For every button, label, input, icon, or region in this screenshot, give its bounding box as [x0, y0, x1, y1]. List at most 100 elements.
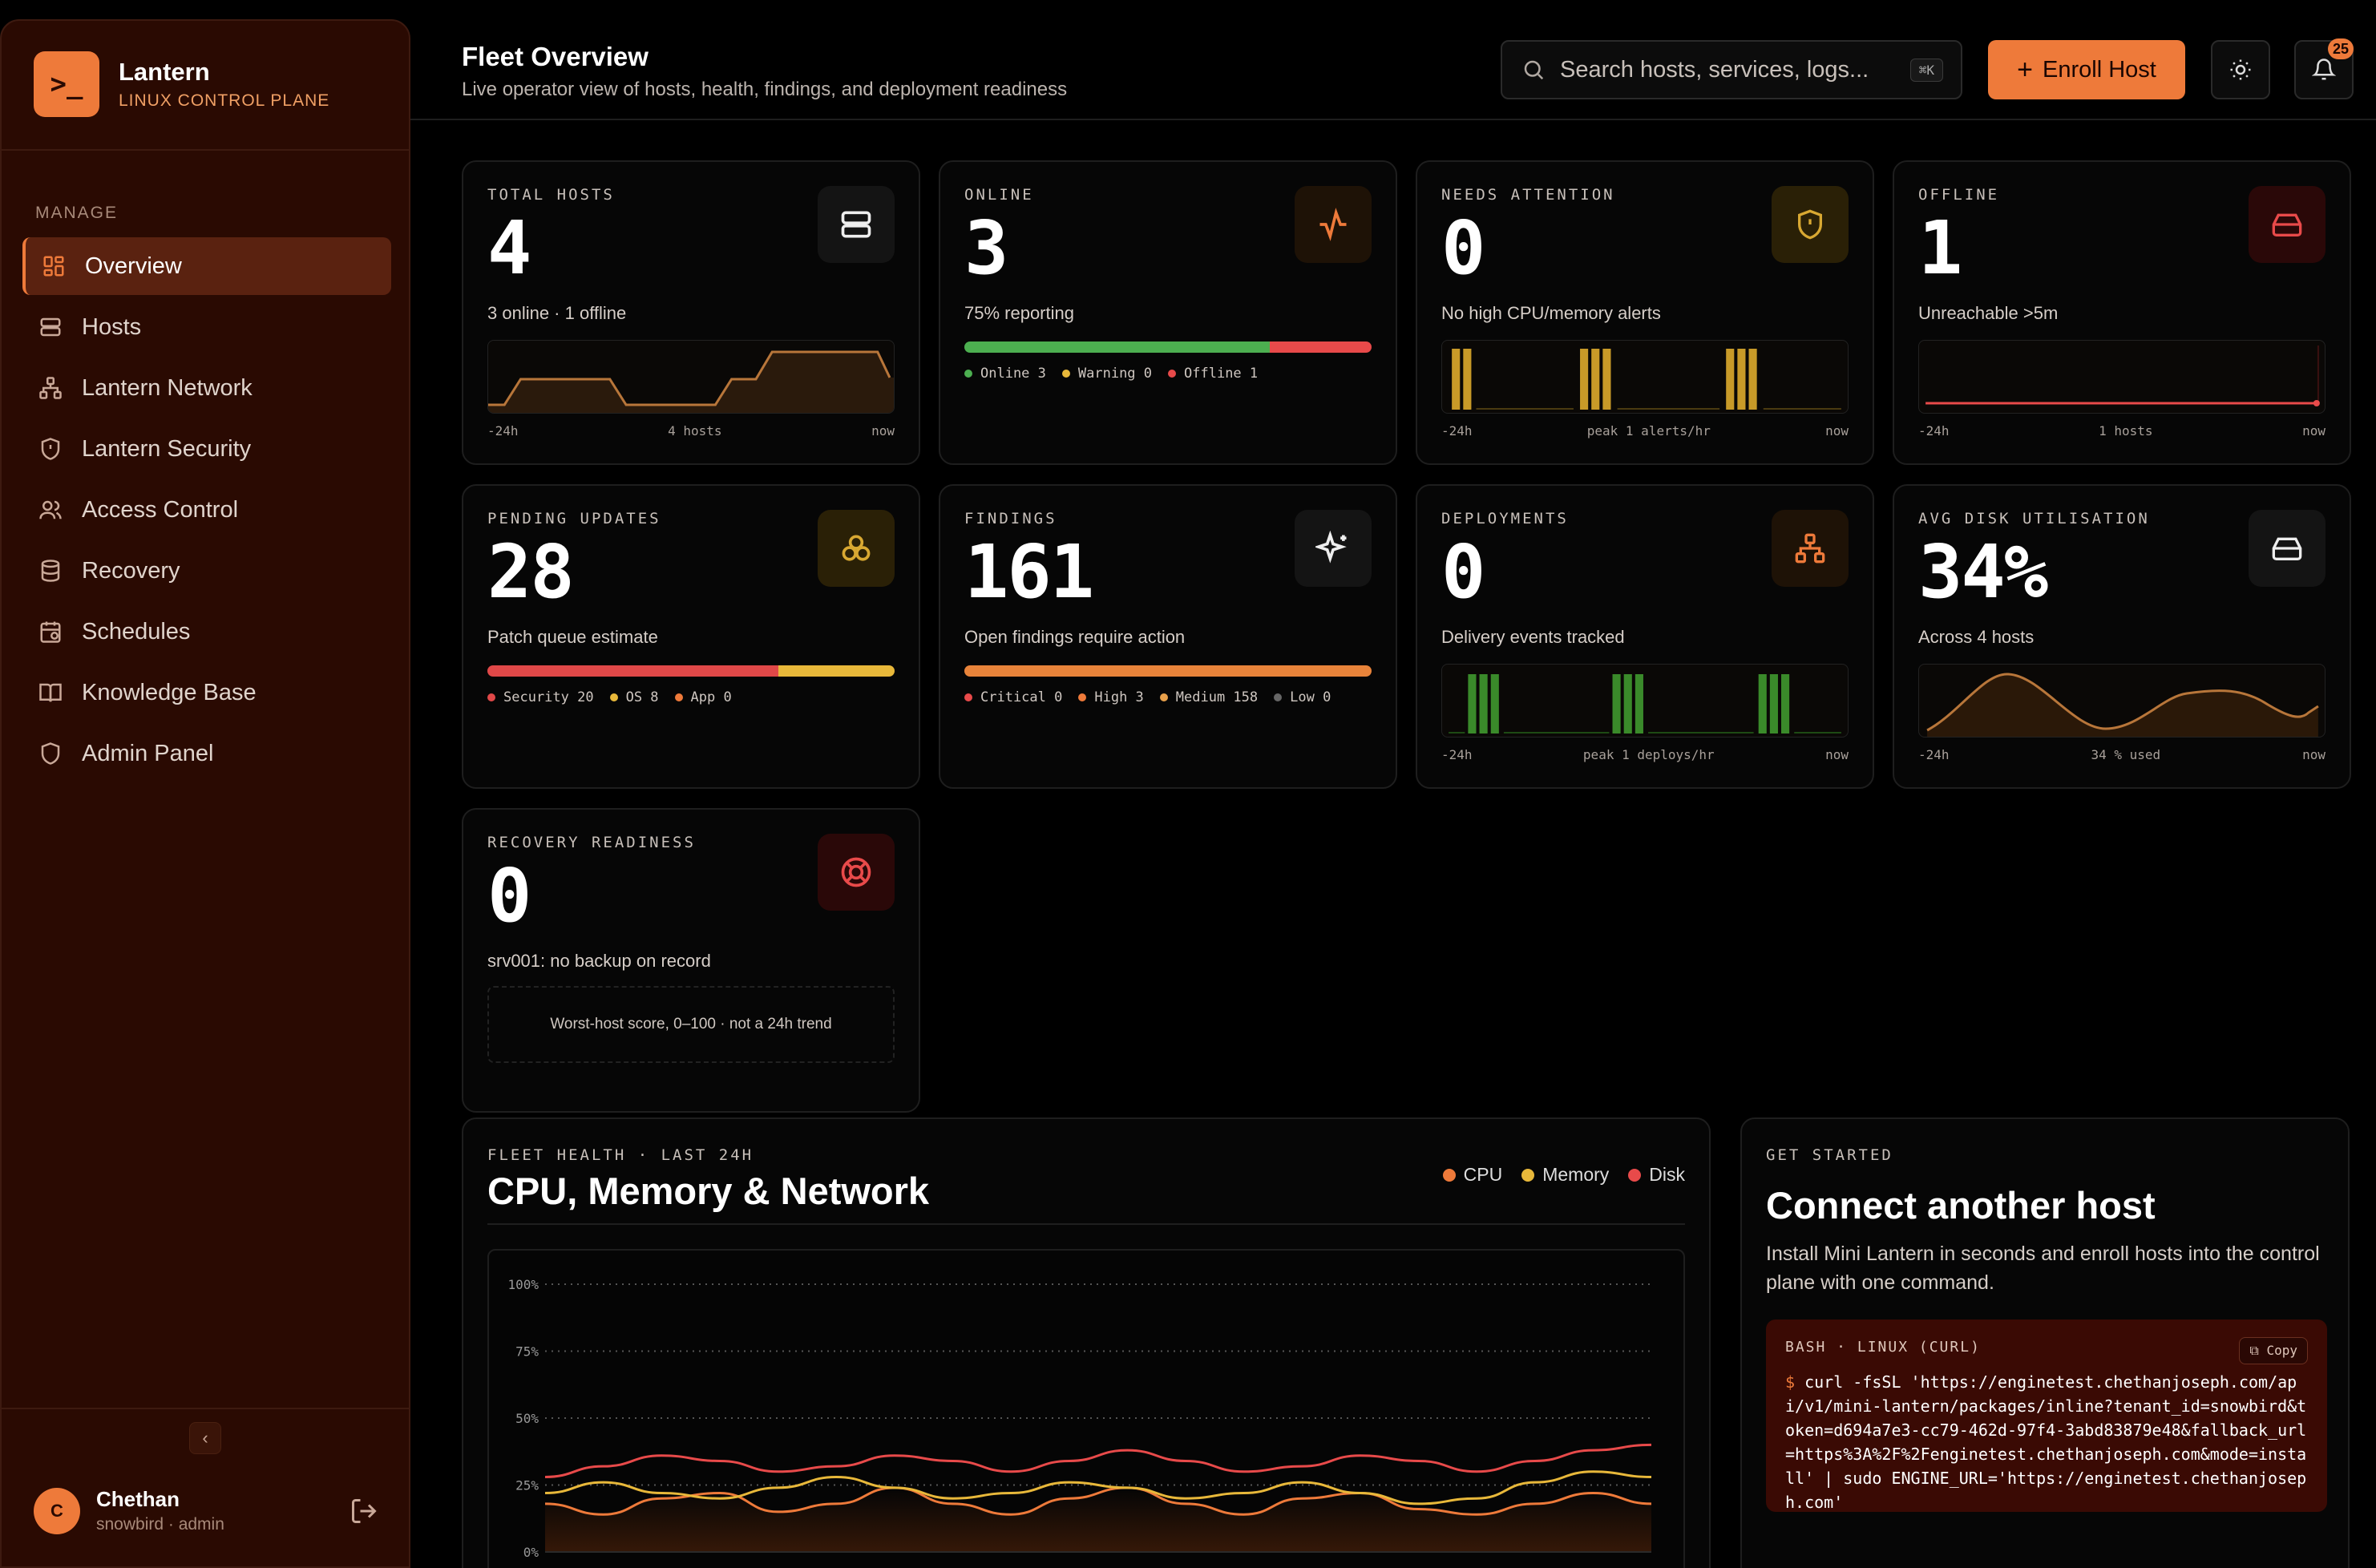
- card-label: PENDING UPDATES: [487, 510, 661, 527]
- card-deployments[interactable]: DEPLOYMENTS 0 Delivery events tracked -2…: [1416, 484, 1874, 789]
- card-online[interactable]: ONLINE 3 75% reporting Online 3 Warning …: [939, 160, 1397, 465]
- sidebar-item-knowledge-base[interactable]: Knowledge Base: [22, 664, 391, 721]
- legend-cpu[interactable]: CPU: [1442, 1164, 1502, 1186]
- axis-end: now: [2302, 423, 2325, 438]
- legend-os: OS 8: [625, 689, 659, 705]
- sparkline-axis: -24h 34 % used now: [1918, 747, 2325, 762]
- panel-title: CPU, Memory & Network: [487, 1170, 930, 1212]
- card-avg-disk[interactable]: AVG DISK UTILISATION 34% Across 4 hosts …: [1893, 484, 2351, 789]
- enroll-host-button[interactable]: + Enroll Host: [1988, 40, 2185, 99]
- sidebar-item-access-control[interactable]: Access Control: [22, 481, 391, 539]
- bar-segment-medium: [972, 665, 1372, 677]
- legend-offline: Offline 1: [1184, 366, 1259, 382]
- axis-end: now: [1825, 423, 1849, 438]
- lifebuoy-icon: [818, 834, 895, 911]
- card-label: AVG DISK UTILISATION: [1918, 510, 2150, 527]
- card-label: NEEDS ATTENTION: [1441, 186, 1615, 204]
- axis-mid: 4 hosts: [668, 423, 722, 438]
- brand[interactable]: >_ Lantern LINUX CONTROL PLANE: [34, 51, 329, 117]
- y-tick-label: 0%: [523, 1545, 539, 1560]
- activity-icon: [1295, 186, 1372, 263]
- sidebar-item-label: Access Control: [82, 496, 239, 523]
- sparkline-offline: [1918, 340, 2325, 414]
- card-value: 28: [487, 529, 575, 615]
- sparkline-needs-attention: [1441, 340, 1849, 414]
- sidebar-item-lantern-network[interactable]: Lantern Network: [22, 359, 391, 417]
- user-profile[interactable]: C Chethan snowbird · admin: [34, 1487, 378, 1534]
- card-findings[interactable]: FINDINGS 161 Open findings require actio…: [939, 484, 1397, 789]
- users-icon: [39, 500, 62, 519]
- network-icon: [1772, 510, 1849, 587]
- card-needs-attention[interactable]: NEEDS ATTENTION 0 No high CPU/memory ale…: [1416, 160, 1874, 465]
- shortcut-hint: ⌘K: [1909, 58, 1943, 82]
- card-offline[interactable]: OFFLINE 1 Unreachable >5m -24h 1 hosts n…: [1893, 160, 2351, 465]
- notifications-button[interactable]: 25: [2294, 38, 2354, 99]
- database-icon: [41, 560, 60, 582]
- sidebar-item-hosts[interactable]: Hosts: [22, 298, 391, 356]
- install-command: $ curl -fsSL 'https://enginetest.chethan…: [1785, 1370, 2308, 1512]
- shield-icon: [41, 438, 60, 460]
- legend-low: Low 0: [1290, 689, 1331, 705]
- brand-subtitle: LINUX CONTROL PLANE: [119, 91, 330, 110]
- card-recovery-readiness[interactable]: RECOVERY READINESS 0 srv001: no backup o…: [462, 808, 920, 1113]
- command-text: curl -fsSL 'https://enginetest.chethanjo…: [1785, 1372, 2307, 1512]
- card-desc: Across 4 hosts: [1918, 627, 2035, 647]
- sparkline-total-hosts: [487, 340, 895, 414]
- axis-end: now: [2302, 747, 2325, 762]
- card-desc: 75% reporting: [964, 303, 1074, 323]
- updates-bar: [487, 665, 895, 677]
- card-total-hosts[interactable]: TOTAL HOSTS 4 3 online · 1 offline -24h …: [462, 160, 920, 465]
- sidebar-item-recovery[interactable]: Recovery: [22, 542, 391, 600]
- card-value: 1: [1918, 205, 1962, 291]
- page-subtitle: Live operator view of hosts, health, fin…: [462, 79, 1068, 100]
- series-area: [545, 1487, 1651, 1552]
- bar-segment-online: [964, 341, 1270, 353]
- sun-icon: [2230, 59, 2251, 80]
- get-started-desc: Install Mini Lantern in seconds and enro…: [1766, 1243, 2320, 1295]
- theme-toggle-button[interactable]: [2211, 40, 2270, 99]
- collapse-sidebar-button[interactable]: ‹: [189, 1422, 221, 1454]
- panel-label: FLEET HEALTH · LAST 24H: [487, 1146, 754, 1164]
- page-header: Fleet Overview Live operator view of hos…: [410, 0, 2376, 120]
- axis-end: now: [1825, 747, 1849, 762]
- status-bar: [964, 341, 1372, 353]
- sparkline-axis: -24h peak 1 deploys/hr now: [1441, 747, 1849, 762]
- panel-title: Connect another host: [1766, 1184, 2156, 1227]
- sidebar-item-lantern-security[interactable]: Lantern Security: [22, 420, 391, 478]
- card-label: RECOVERY READINESS: [487, 834, 696, 851]
- legend-memory[interactable]: Memory: [1521, 1164, 1609, 1186]
- card-desc: srv001: no backup on record: [487, 951, 711, 971]
- sidebar-item-admin-panel[interactable]: Admin Panel: [22, 725, 391, 782]
- bar-segment-os: [778, 665, 895, 677]
- network-icon: [39, 377, 62, 399]
- logout-icon[interactable]: [350, 1497, 378, 1526]
- card-desc: Patch queue estimate: [487, 627, 658, 647]
- copy-button[interactable]: ⧉ Copy: [2239, 1337, 2308, 1364]
- legend-high: High 3: [1094, 689, 1144, 705]
- sidebar-item-label: Overview: [85, 253, 182, 279]
- card-label: OFFLINE: [1918, 186, 2000, 204]
- sidebar-item-schedules[interactable]: Schedules: [22, 603, 391, 661]
- shield-alert-icon: [1772, 186, 1849, 263]
- hard-drive-icon: [2249, 186, 2325, 263]
- brand-logo: >_: [34, 51, 99, 117]
- card-value: 0: [1441, 205, 1485, 291]
- legend-disk[interactable]: Disk: [1628, 1164, 1685, 1186]
- axis-mid: peak 1 alerts/hr: [1586, 423, 1711, 438]
- sidebar-item-overview[interactable]: Overview: [22, 237, 391, 295]
- card-desc: Open findings require action: [964, 627, 1186, 647]
- chart-legend: CPU Memory Disk: [1424, 1164, 1685, 1186]
- sidebar-item-label: Lantern Security: [82, 435, 252, 462]
- sparkline-axis: -24h peak 1 alerts/hr now: [1441, 423, 1849, 438]
- search-input[interactable]: Search hosts, services, logs... ⌘K: [1501, 40, 1962, 99]
- card-pending-updates[interactable]: PENDING UPDATES 28 Patch queue estimate …: [462, 484, 920, 789]
- sparkline-axis: -24h 1 hosts now: [1918, 423, 2325, 438]
- axis-mid: peak 1 deploys/hr: [1582, 747, 1715, 762]
- chevron-left-icon: ‹: [202, 1428, 208, 1448]
- shield-outline-icon: [41, 742, 60, 765]
- series-line-memory: [544, 1470, 1652, 1505]
- install-command-block[interactable]: BASH · LINUX (CURL) ⧉ Copy $ curl -fsSL …: [1766, 1319, 2327, 1512]
- findings-legend: Critical 0 High 3 Medium 158 Low 0: [964, 689, 1347, 705]
- sidebar: >_ Lantern LINUX CONTROL PLANE MANAGE Ov…: [0, 19, 410, 1568]
- card-label: ONLINE: [964, 186, 1034, 204]
